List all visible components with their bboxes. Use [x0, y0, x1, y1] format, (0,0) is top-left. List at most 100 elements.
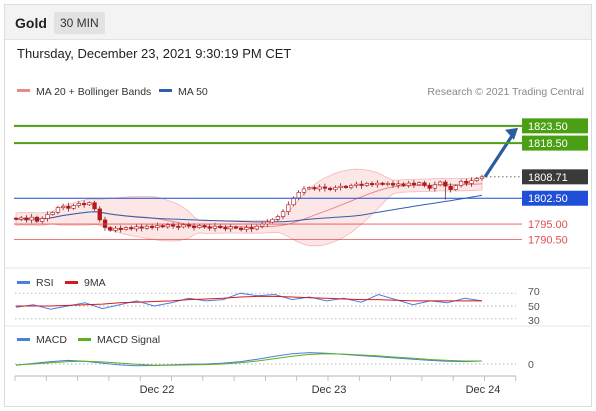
level-label: 1808.71 — [528, 172, 568, 184]
candle — [81, 200, 87, 208]
level-support: 1795.00 — [14, 219, 568, 231]
candle — [348, 183, 354, 190]
legend-macd-signal: MACD Signal — [97, 334, 160, 346]
candle — [239, 226, 244, 232]
candle — [55, 205, 61, 215]
bollinger-band — [15, 168, 483, 247]
candle — [411, 180, 417, 188]
y-tick-label: 70 — [528, 286, 540, 298]
level-label: 1823.50 — [528, 121, 568, 133]
candle — [123, 226, 129, 231]
legend-ma50: MA 50 — [178, 86, 208, 98]
candle — [76, 201, 82, 208]
level-last: 1808.71 — [482, 169, 588, 185]
candle — [275, 214, 281, 222]
candle — [254, 224, 260, 231]
candle — [464, 178, 469, 186]
candle — [432, 181, 438, 192]
candle — [448, 183, 453, 193]
candle — [396, 180, 401, 189]
main-plot — [13, 127, 518, 247]
forecast-arrow-head — [505, 127, 518, 140]
x-tick-label: Dec 23 — [312, 384, 347, 396]
legend-rsi: RSI — [36, 277, 54, 289]
candle — [401, 182, 406, 187]
candle — [380, 181, 385, 186]
candle — [375, 180, 380, 188]
research-credit: Research © 2021 Trading Central — [427, 86, 584, 98]
level-resistance: 1818.50 — [14, 135, 588, 151]
legend-rsi-swatch — [17, 281, 30, 284]
candle — [150, 223, 155, 230]
candle — [416, 181, 422, 186]
candle — [437, 180, 443, 187]
candle — [207, 224, 212, 231]
level-pivot: 1802.50 — [14, 190, 588, 206]
candle — [422, 180, 427, 188]
candle — [50, 211, 55, 216]
interval-badge[interactable]: 30 MIN — [54, 12, 105, 34]
candle — [13, 217, 19, 221]
candle — [218, 224, 223, 230]
candle — [170, 222, 176, 229]
legend-macd: MACD — [36, 334, 67, 346]
level-support: 1790.50 — [14, 235, 568, 247]
candle — [97, 206, 102, 223]
candle — [233, 225, 239, 230]
candle — [129, 225, 134, 231]
candle — [108, 226, 113, 232]
candle — [354, 181, 359, 189]
candle — [280, 209, 286, 220]
candle — [139, 223, 144, 232]
candle — [87, 201, 92, 206]
y-tick-label: 30 — [528, 315, 540, 327]
level-label: 1802.50 — [528, 193, 568, 205]
candle — [270, 218, 275, 224]
candle — [144, 224, 150, 230]
candle — [113, 226, 118, 233]
candle — [29, 213, 34, 224]
candle — [443, 179, 448, 200]
y-tick-label: 0 — [528, 359, 534, 371]
legend-ma50-swatch — [159, 89, 172, 92]
candle — [458, 179, 464, 188]
candle — [134, 224, 139, 232]
candle — [406, 180, 411, 188]
candle — [60, 203, 66, 211]
candle — [34, 215, 40, 223]
forecast-arrow — [483, 131, 516, 178]
legend-ma-bb: MA 20 + Bollinger Bands — [36, 86, 151, 98]
candle — [312, 185, 317, 191]
x-axis: Dec 22 Dec 23 Dec 24 — [14, 376, 517, 396]
candle — [333, 185, 338, 192]
level-label: 1818.50 — [528, 138, 568, 150]
candle — [301, 186, 307, 196]
candle — [228, 223, 233, 232]
level-label: 1790.50 — [528, 235, 568, 247]
legend-rsi-ma: 9MA — [84, 277, 106, 289]
candle — [19, 216, 24, 222]
candle — [71, 203, 76, 210]
candle — [338, 183, 343, 191]
x-tick-label: Dec 24 — [466, 384, 501, 396]
candle — [186, 222, 192, 229]
ma50-line — [15, 194, 483, 223]
symbol-label: Gold — [15, 15, 47, 31]
legend-macd-swatch — [17, 338, 30, 341]
candle — [469, 177, 474, 187]
candle — [317, 184, 322, 192]
candle — [327, 186, 333, 192]
candle — [369, 181, 375, 187]
chart-header: Gold 30 MIN — [5, 5, 591, 40]
candle — [39, 216, 45, 224]
candle — [244, 224, 249, 233]
candle — [359, 180, 364, 189]
level-resistance: 1823.50 — [14, 118, 588, 134]
candle — [474, 177, 479, 183]
legend-rsi-ma-swatch — [65, 281, 78, 284]
candle — [427, 182, 432, 191]
candle — [197, 224, 202, 229]
x-tick-label: Dec 22 — [140, 384, 175, 396]
level-label: 1795.00 — [528, 219, 568, 231]
